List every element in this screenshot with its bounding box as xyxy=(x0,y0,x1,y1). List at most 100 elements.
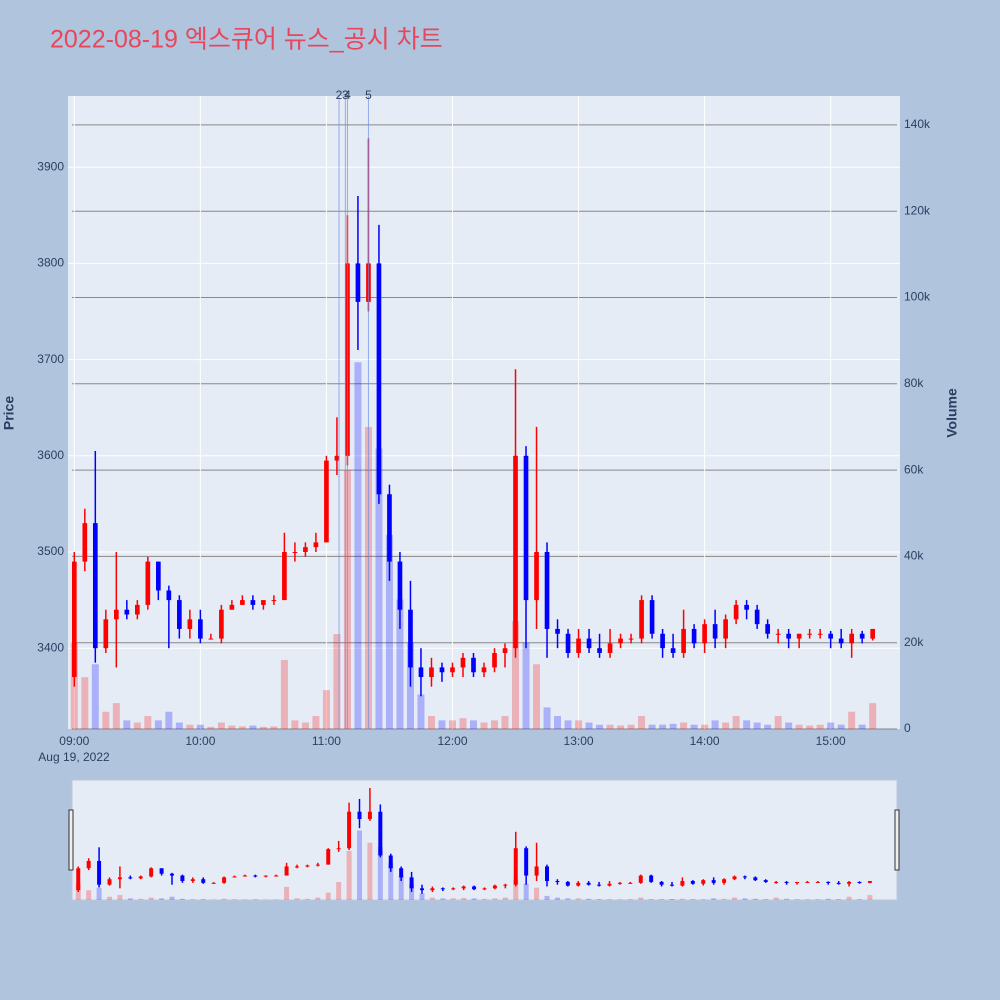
mini-volume-bar xyxy=(315,897,321,900)
mini-volume-bar xyxy=(711,898,717,900)
candle-body xyxy=(492,653,497,668)
volume-bar xyxy=(165,711,173,729)
candle-body xyxy=(691,628,697,644)
y-tick-label: 3700 xyxy=(37,352,64,366)
volume-bar xyxy=(522,642,530,729)
mini-candle-body xyxy=(826,881,831,883)
volume-bar xyxy=(154,720,162,729)
candle-body xyxy=(282,551,287,601)
mini-candle-body xyxy=(180,875,185,882)
mini-candle-body xyxy=(472,886,477,890)
candle-body xyxy=(807,633,812,635)
mini-candle-body xyxy=(388,855,393,869)
mini-volume-bar xyxy=(367,842,373,900)
volume-bar xyxy=(301,722,309,729)
candle-body xyxy=(177,600,182,629)
plot-area xyxy=(68,96,900,729)
candle-body xyxy=(628,638,634,640)
volume-bar xyxy=(238,726,246,729)
mini-candle-body xyxy=(138,876,143,879)
candle-body xyxy=(71,561,77,678)
candle-body xyxy=(82,523,88,562)
slider-handle[interactable] xyxy=(68,809,74,871)
candle-body xyxy=(817,633,823,635)
annotation-label: 5 xyxy=(365,88,372,102)
mini-volume-bar xyxy=(596,899,602,900)
volume-bar xyxy=(270,726,278,729)
x-tick-label: 09:00 xyxy=(59,734,89,748)
mini-volume-bar xyxy=(357,830,362,900)
mini-candle-body xyxy=(774,881,779,883)
volume-bar xyxy=(785,722,793,729)
mini-candle-body xyxy=(576,882,581,886)
mini-candle-body xyxy=(409,877,414,889)
mini-candle-body xyxy=(638,875,643,883)
candle-body xyxy=(471,657,476,673)
mini-candle-body xyxy=(190,879,195,882)
mini-candle-body xyxy=(482,888,487,890)
volume-bar xyxy=(427,716,435,729)
mini-candle-body xyxy=(440,888,445,890)
mini-volume-bar xyxy=(700,899,706,900)
mini-volume-bar xyxy=(107,896,112,900)
volume-bar xyxy=(554,716,562,729)
mini-candle-body xyxy=(242,875,247,877)
x-tick-label: 14:00 xyxy=(690,734,720,748)
slider-handle[interactable] xyxy=(894,809,900,871)
volume-bar xyxy=(217,722,225,729)
mini-candle-body xyxy=(461,886,466,889)
mini-volume-bar xyxy=(179,898,185,900)
mini-volume-bar xyxy=(419,893,425,900)
mini-candle-body xyxy=(649,875,654,882)
candle-body xyxy=(408,609,413,668)
candle-body xyxy=(261,600,266,605)
candle-body xyxy=(838,638,844,644)
mini-candle-body xyxy=(201,879,206,883)
volume-bar xyxy=(186,724,194,729)
chart-title: 2022-08-19 엑스큐어 뉴스_공시 차트 xyxy=(50,26,443,54)
y-tick-label: 3600 xyxy=(37,448,64,462)
volume-bar xyxy=(596,724,604,729)
candle-body xyxy=(544,551,550,629)
volume-bar xyxy=(133,722,141,729)
mini-volume-bar xyxy=(388,863,394,900)
volume-bar xyxy=(795,724,803,729)
mini-candle-body xyxy=(347,811,352,849)
mini-volume-bar xyxy=(482,898,487,900)
x-tick-label: 13:00 xyxy=(564,734,594,748)
candle-body xyxy=(92,523,98,649)
mini-volume-bar xyxy=(627,899,633,900)
volume-bar xyxy=(354,362,362,729)
mini-volume-bar xyxy=(148,897,154,900)
mini-volume-bar xyxy=(721,898,727,900)
volume-bar xyxy=(102,711,110,729)
candle-body xyxy=(618,638,623,644)
x-date-label: Aug 19, 2022 xyxy=(38,750,110,764)
candle-body xyxy=(649,600,655,634)
mini-candle-body xyxy=(295,866,299,868)
volume-bar xyxy=(375,448,383,729)
volume-bar xyxy=(627,724,635,729)
volume-bar xyxy=(837,724,845,729)
x-tick-label: 10:00 xyxy=(185,734,215,748)
y2-axis-title: Volume xyxy=(944,388,960,438)
volume-bar xyxy=(259,726,267,729)
candle-body xyxy=(712,624,718,639)
mini-volume-bar xyxy=(752,898,758,900)
mini-volume-bar xyxy=(825,898,831,900)
mini-candle-body xyxy=(722,879,727,883)
range-slider[interactable] xyxy=(71,779,898,901)
candle-body xyxy=(397,561,403,610)
volume-bar xyxy=(743,720,751,729)
mini-candle-body xyxy=(732,876,737,880)
mini-volume-bar xyxy=(586,898,592,900)
mini-candle-body xyxy=(159,868,164,874)
mini-candle-body xyxy=(617,882,622,884)
y2-tick-label: 100k xyxy=(904,290,931,304)
volume-bar xyxy=(249,725,257,729)
volume-bar xyxy=(512,621,520,729)
candle-body xyxy=(250,600,256,605)
candle-body xyxy=(681,628,686,654)
volume-bar xyxy=(732,716,740,729)
candle-body xyxy=(576,638,581,654)
